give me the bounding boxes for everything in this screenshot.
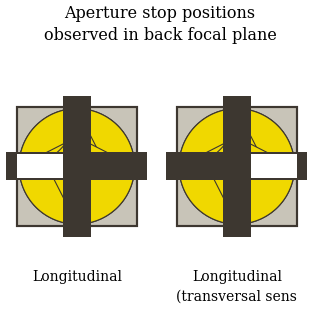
- Polygon shape: [44, 109, 134, 199]
- Polygon shape: [204, 109, 294, 199]
- Text: observed in back focal plane: observed in back focal plane: [44, 27, 276, 44]
- Polygon shape: [44, 134, 134, 224]
- Circle shape: [179, 109, 294, 224]
- Bar: [223, 89, 251, 244]
- Bar: [17, 107, 137, 226]
- Bar: [17, 155, 63, 178]
- Bar: [177, 107, 297, 226]
- Circle shape: [19, 109, 134, 224]
- Bar: [17, 107, 137, 226]
- Polygon shape: [204, 134, 294, 224]
- Bar: [0, 152, 154, 180]
- Bar: [159, 152, 314, 180]
- Bar: [251, 155, 297, 178]
- Polygon shape: [179, 109, 269, 199]
- Bar: [63, 89, 91, 244]
- Text: Longitudinal: Longitudinal: [32, 270, 122, 284]
- Bar: [177, 107, 297, 226]
- Polygon shape: [179, 134, 269, 224]
- Polygon shape: [19, 109, 109, 199]
- Text: Longitudinal: Longitudinal: [192, 270, 282, 284]
- Polygon shape: [19, 134, 109, 224]
- Text: (transversal sens: (transversal sens: [176, 290, 297, 304]
- Text: Aperture stop positions: Aperture stop positions: [64, 5, 256, 22]
